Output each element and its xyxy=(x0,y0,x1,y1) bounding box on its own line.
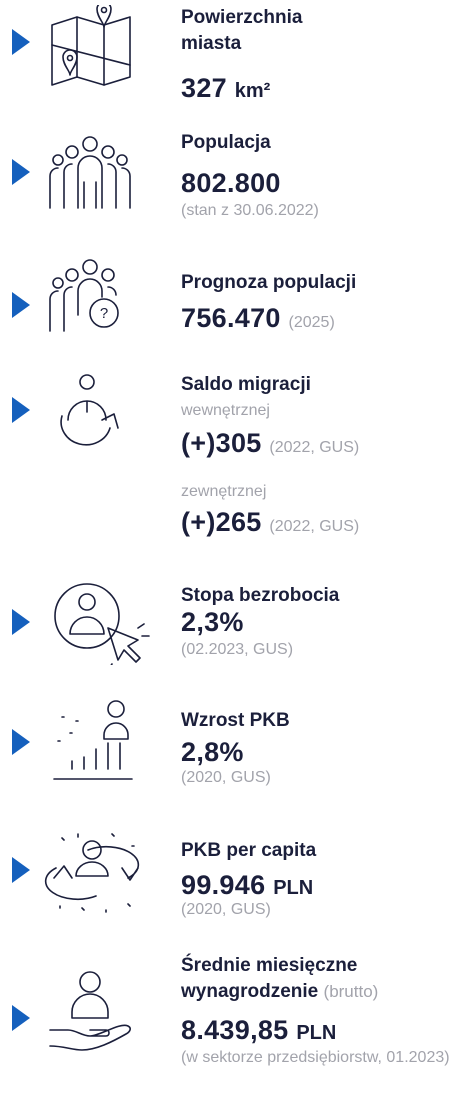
item-title: Średnie miesięczne wynagrodzenie xyxy=(181,955,358,1002)
entry-note: (2022, GUS) xyxy=(269,518,360,535)
item-title: Prognoza populacji xyxy=(181,272,357,293)
item-title: PKB per capita xyxy=(181,840,317,861)
entry-value: (+)265 xyxy=(181,507,262,537)
item-note: (2025) xyxy=(288,314,335,331)
item-value-row: 8.439,85 PLN xyxy=(181,1014,336,1049)
migration-icon xyxy=(60,374,119,446)
arrow xyxy=(12,1005,30,1031)
item-unit: km² xyxy=(234,80,271,102)
item-value-row: 327 km² xyxy=(181,72,270,107)
item-title: Powierzchnia miasta xyxy=(181,7,303,54)
arrow xyxy=(12,292,30,318)
arrow xyxy=(12,29,30,55)
item-value: 2,3% xyxy=(181,607,244,637)
item-note: (stan z 30.06.2022) xyxy=(181,202,319,219)
forecast-icon: ? xyxy=(49,259,119,332)
item-title: Populacja xyxy=(181,132,271,153)
item-value: 2,8% xyxy=(181,737,244,767)
item-value: 802.800 xyxy=(181,168,281,198)
population-icon xyxy=(49,136,131,209)
item-value: 327 xyxy=(181,73,227,103)
item-note: (2020, GUS) xyxy=(181,901,271,918)
item-value: 756.470 xyxy=(181,303,281,333)
item-unit: PLN xyxy=(273,877,314,899)
arrow xyxy=(12,397,30,423)
item-value: 99.946 xyxy=(181,870,266,900)
item-title-row: Średnie miesięczne wynagrodzenie (brutto… xyxy=(181,953,451,1005)
item-note: (w sektorze przedsiębiorstw, 01.2023) xyxy=(181,1049,450,1066)
map-icon xyxy=(51,5,131,86)
entry-label: zewnętrznej xyxy=(181,483,267,500)
item-title: Stopa bezrobocia xyxy=(181,585,340,606)
item-title-note: (brutto) xyxy=(323,982,379,1001)
entry-value: (+)305 xyxy=(181,428,262,458)
entry-note: (2022, GUS) xyxy=(269,439,360,456)
arrow xyxy=(12,729,30,755)
arrow xyxy=(12,857,30,883)
arrow xyxy=(12,609,30,635)
item-value: 8.439,85 xyxy=(181,1015,289,1045)
item-unit: PLN xyxy=(296,1022,337,1044)
item-note: (2020, GUS) xyxy=(181,769,271,786)
item-note: (02.2023, GUS) xyxy=(181,641,294,658)
item-title: Wzrost PKB xyxy=(181,710,290,731)
entry-label: wewnętrznej xyxy=(181,402,270,419)
gdp-growth-icon xyxy=(53,700,133,780)
gdp-capita-icon xyxy=(44,833,140,913)
item-title: Saldo migracji xyxy=(181,374,311,395)
salary-icon xyxy=(49,971,131,1051)
item-value-row: 756.470 (2025) xyxy=(181,302,335,339)
entry-value-row: (+)305 (2022, GUS) xyxy=(181,427,359,464)
unemployment-icon xyxy=(54,583,150,665)
item-value-row: 99.946 PLN xyxy=(181,869,313,904)
entry-value-row: (+)265 (2022, GUS) xyxy=(181,506,359,543)
svg-text:?: ? xyxy=(100,305,108,322)
arrow xyxy=(12,159,30,185)
